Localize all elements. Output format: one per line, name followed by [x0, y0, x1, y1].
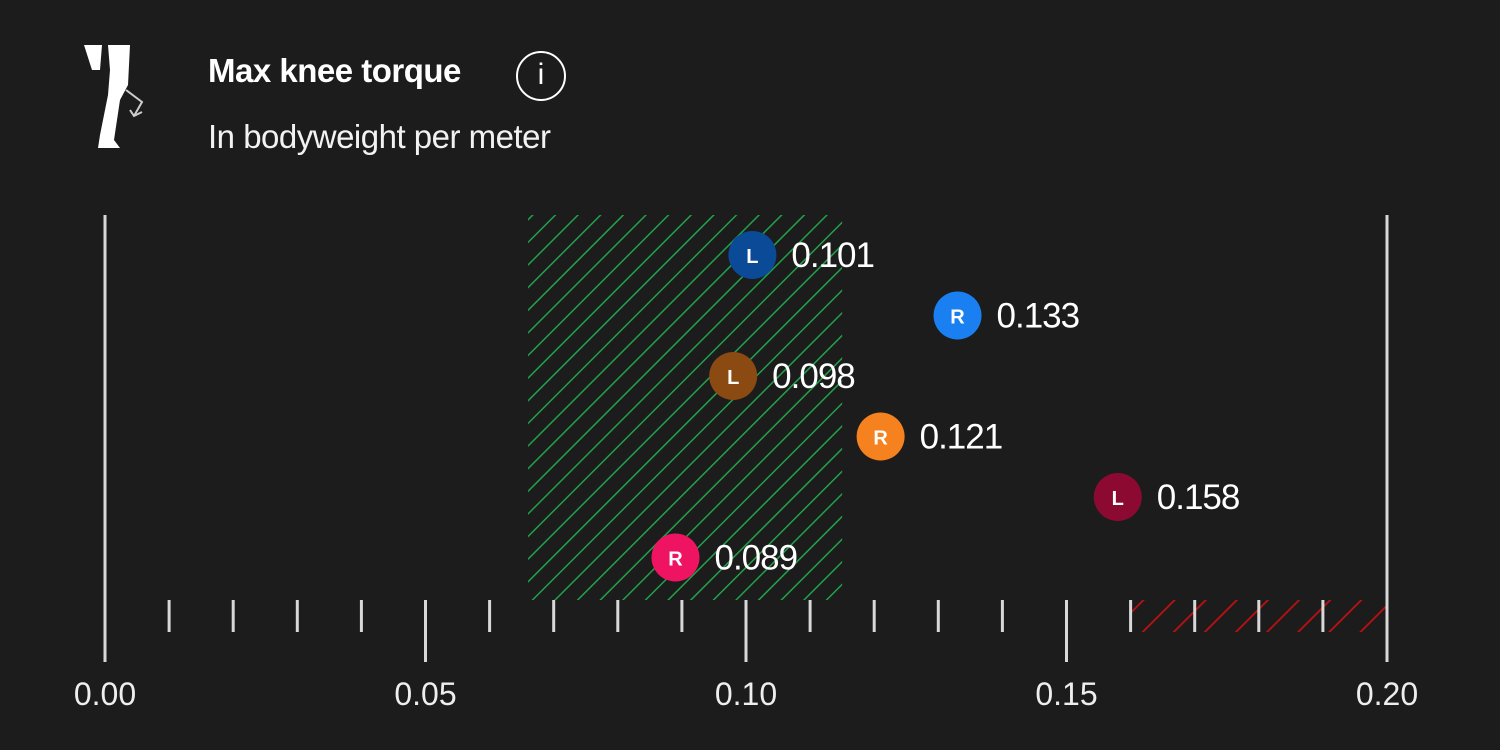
knee-leg-icon	[84, 45, 144, 148]
data-label: 0.089	[714, 539, 797, 578]
chart-subtitle: In bodyweight per meter	[208, 118, 551, 155]
info-icon[interactable]: i	[516, 51, 566, 101]
data-point-r	[651, 533, 700, 582]
side-badge-label: R	[873, 428, 888, 450]
x-tick-label: 0.05	[394, 676, 456, 712]
side-badge-label: L	[1112, 488, 1124, 510]
side-badge-label: L	[746, 246, 758, 268]
data-point-l	[728, 231, 777, 279]
x-tick-label: 0.20	[1356, 676, 1418, 712]
x-tick-label: 0.10	[715, 676, 777, 712]
x-tick-label: 0.15	[1035, 676, 1097, 712]
side-badge-label: R	[668, 549, 683, 571]
x-tick-label: 0.00	[74, 676, 136, 712]
data-point-l	[1093, 473, 1142, 521]
side-badge-label: L	[727, 367, 739, 389]
chart-title: Max knee torque	[208, 52, 461, 89]
data-label: 0.121	[920, 418, 1003, 457]
data-label: 0.158	[1157, 478, 1240, 517]
data-label: 0.133	[997, 297, 1080, 336]
data-point-r	[933, 291, 982, 340]
data-label: 0.098	[772, 357, 855, 396]
data-point-l	[709, 352, 758, 400]
side-badge-label: R	[950, 307, 965, 329]
data-point-r	[856, 412, 905, 461]
data-label: 0.101	[791, 236, 874, 275]
